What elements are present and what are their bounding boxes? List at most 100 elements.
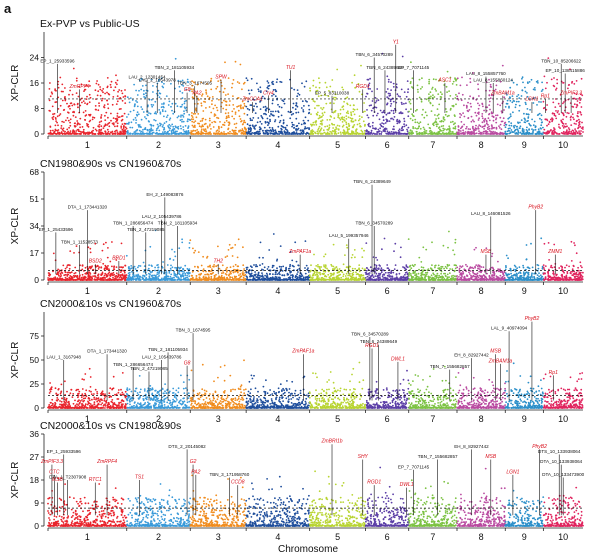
snp-point — [446, 115, 449, 118]
snp-point — [272, 264, 275, 267]
snp-point — [384, 122, 387, 124]
snp-point — [155, 274, 157, 277]
snp-point — [239, 104, 242, 107]
annotation-label: Cry4 — [263, 90, 274, 96]
snp-point — [120, 279, 122, 281]
snp-point — [84, 88, 87, 91]
snp-point — [536, 131, 539, 134]
snp-point — [116, 122, 119, 125]
snp-point — [151, 105, 154, 108]
snp-point — [293, 279, 296, 281]
snp-point — [318, 81, 321, 84]
snp-point — [341, 86, 344, 89]
snp-point — [472, 72, 475, 74]
snp-point — [250, 273, 253, 275]
snp-point — [526, 131, 529, 134]
snp-point — [175, 126, 177, 129]
snp-point — [73, 130, 76, 133]
snp-point — [165, 277, 168, 280]
snp-point — [576, 104, 579, 107]
snp-point — [106, 133, 109, 135]
snp-point — [433, 133, 436, 135]
snp-point — [235, 122, 238, 125]
snp-point — [275, 131, 277, 134]
snp-point — [459, 130, 462, 132]
snp-point — [401, 129, 404, 132]
snp-point — [225, 104, 228, 106]
snp-point — [116, 79, 119, 82]
snp-point — [439, 129, 442, 132]
snp-point — [151, 265, 153, 267]
snp-point — [306, 127, 309, 129]
snp-point — [198, 278, 201, 281]
snp-point — [140, 126, 142, 128]
snp-point — [317, 129, 319, 131]
snp-point — [452, 123, 455, 126]
snp-point — [524, 101, 527, 104]
snp-point — [477, 127, 480, 130]
snp-point — [274, 277, 276, 280]
snp-point — [249, 265, 252, 268]
snp-point — [57, 86, 60, 89]
snp-point — [552, 84, 555, 87]
snp-point — [227, 128, 230, 131]
snp-point — [435, 125, 438, 128]
snp-point — [491, 115, 494, 117]
snp-point — [149, 245, 152, 248]
snp-point — [156, 273, 159, 276]
snp-point — [281, 274, 284, 277]
snp-point — [296, 277, 298, 280]
snp-point — [232, 79, 235, 81]
snp-point — [121, 115, 124, 117]
snp-point — [489, 97, 492, 100]
snp-point — [157, 80, 160, 82]
snp-point — [442, 120, 445, 123]
snp-point — [195, 275, 198, 277]
snp-point — [174, 255, 177, 258]
snp-point — [302, 119, 305, 122]
snp-point — [546, 104, 548, 106]
snp-point — [51, 117, 54, 119]
snp-point — [334, 93, 337, 96]
snp-point — [346, 110, 349, 113]
snp-point — [68, 93, 70, 96]
snp-point — [225, 268, 228, 270]
snp-point — [227, 77, 230, 79]
snp-point — [381, 111, 384, 114]
snp-point — [193, 81, 195, 84]
snp-point — [386, 103, 388, 106]
snp-point — [392, 133, 394, 135]
snp-point — [243, 81, 246, 84]
snp-point — [452, 132, 454, 135]
snp-point — [266, 107, 268, 109]
snp-point — [61, 278, 64, 280]
snp-point — [120, 133, 123, 135]
snp-point — [326, 119, 329, 121]
snp-point — [183, 81, 185, 84]
snp-point — [181, 241, 184, 244]
snp-point — [477, 88, 480, 91]
snp-point — [567, 133, 570, 135]
snp-point — [249, 117, 252, 120]
snp-point — [106, 99, 108, 102]
snp-point — [115, 121, 117, 123]
snp-point — [238, 129, 241, 132]
snp-point — [176, 127, 179, 129]
snp-point — [508, 124, 511, 127]
snp-point — [210, 111, 213, 114]
snp-point — [52, 129, 54, 132]
snp-point — [165, 275, 168, 277]
snp-point — [326, 133, 329, 135]
snp-point — [158, 96, 161, 99]
chromosome-5-points — [308, 243, 367, 281]
snp-point — [101, 272, 104, 275]
snp-point — [69, 124, 72, 127]
snp-point — [84, 266, 87, 269]
snp-point — [435, 90, 437, 92]
snp-point — [431, 104, 434, 107]
snp-point — [87, 275, 90, 278]
snp-point — [48, 274, 51, 277]
snp-point — [256, 105, 258, 108]
snp-point — [539, 127, 542, 130]
snp-point — [216, 116, 218, 119]
